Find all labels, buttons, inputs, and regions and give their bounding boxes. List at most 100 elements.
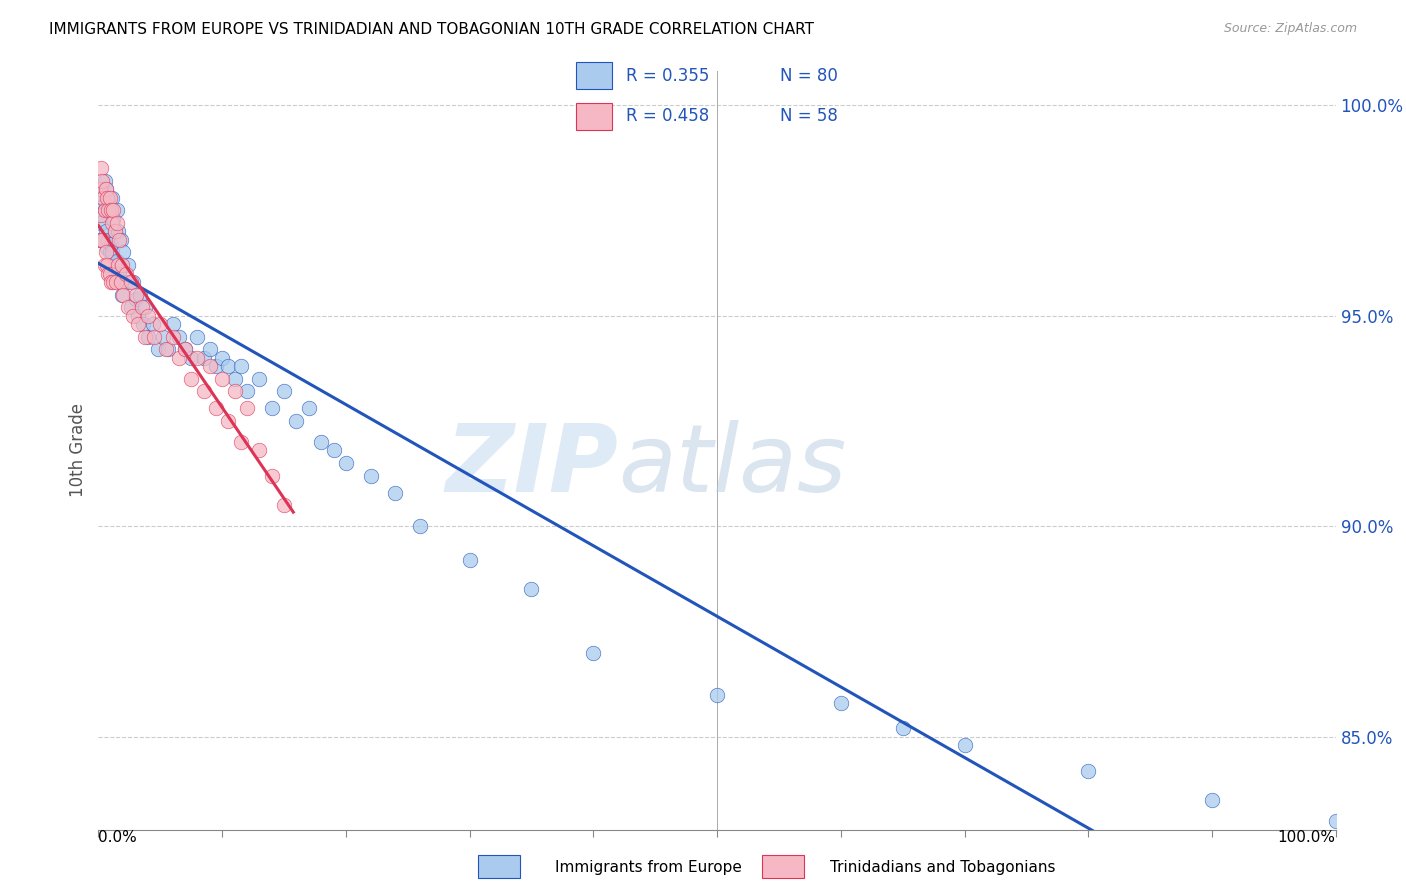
- Point: [131, 300, 153, 314]
- Point: [114, 267, 136, 281]
- Point: [97, 233, 120, 247]
- Point: [520, 582, 543, 597]
- Point: [120, 275, 142, 289]
- Point: [193, 384, 215, 399]
- Point: [93, 191, 115, 205]
- Point: [335, 456, 357, 470]
- Point: [186, 351, 208, 365]
- Point: [582, 646, 605, 660]
- Point: [103, 267, 125, 281]
- Point: [156, 343, 179, 357]
- Text: R = 0.458: R = 0.458: [626, 107, 709, 125]
- Text: ZIP: ZIP: [446, 419, 619, 512]
- Point: [114, 275, 136, 289]
- Point: [96, 191, 118, 205]
- Point: [891, 722, 914, 736]
- Point: [101, 191, 124, 205]
- Point: [152, 330, 174, 344]
- Point: [90, 182, 112, 196]
- Point: [90, 216, 112, 230]
- Point: [180, 372, 202, 386]
- Point: [180, 351, 202, 365]
- Point: [273, 498, 295, 512]
- Bar: [576, 62, 612, 89]
- Point: [108, 267, 131, 281]
- Point: [132, 317, 155, 331]
- Point: [98, 203, 121, 218]
- Point: [97, 267, 120, 281]
- Y-axis label: 10th Grade: 10th Grade: [69, 403, 87, 498]
- Point: [103, 203, 125, 218]
- Point: [91, 191, 114, 205]
- Point: [100, 237, 122, 252]
- Point: [103, 275, 125, 289]
- Point: [174, 343, 197, 357]
- Text: 100.0%: 100.0%: [1278, 830, 1336, 845]
- Point: [229, 435, 252, 450]
- Point: [211, 372, 233, 386]
- Point: [217, 414, 239, 428]
- Point: [236, 384, 259, 399]
- Point: [100, 203, 122, 218]
- Point: [146, 343, 169, 357]
- Text: IMMIGRANTS FROM EUROPE VS TRINIDADIAN AND TOBAGONIAN 10TH GRADE CORRELATION CHAR: IMMIGRANTS FROM EUROPE VS TRINIDADIAN AN…: [49, 22, 814, 37]
- Point: [100, 203, 122, 218]
- Point: [205, 359, 228, 374]
- Point: [96, 241, 118, 255]
- Point: [127, 309, 149, 323]
- Point: [167, 330, 190, 344]
- Point: [105, 216, 128, 230]
- Point: [122, 275, 145, 289]
- Point: [149, 317, 172, 331]
- Point: [104, 267, 127, 281]
- Point: [409, 519, 432, 533]
- Point: [117, 258, 139, 272]
- Point: [91, 233, 114, 247]
- Point: [98, 191, 121, 205]
- Point: [90, 161, 112, 176]
- Point: [285, 414, 308, 428]
- Point: [124, 292, 146, 306]
- Point: [1077, 764, 1099, 778]
- Point: [94, 224, 117, 238]
- Point: [93, 199, 115, 213]
- Point: [103, 211, 125, 226]
- Point: [111, 258, 134, 272]
- Point: [112, 245, 135, 260]
- Point: [101, 216, 124, 230]
- Point: [90, 208, 112, 222]
- Point: [298, 401, 321, 416]
- Point: [127, 317, 149, 331]
- Point: [100, 275, 122, 289]
- Point: [94, 245, 117, 260]
- Point: [89, 208, 111, 222]
- Point: [186, 330, 208, 344]
- Point: [236, 401, 259, 416]
- Text: atlas: atlas: [619, 420, 846, 511]
- Point: [229, 359, 252, 374]
- Point: [162, 330, 184, 344]
- Point: [105, 253, 128, 268]
- Point: [142, 317, 165, 331]
- Point: [103, 224, 125, 238]
- Point: [162, 317, 184, 331]
- Point: [94, 182, 117, 196]
- Point: [198, 359, 221, 374]
- Point: [247, 443, 270, 458]
- Point: [93, 258, 115, 272]
- Point: [97, 191, 120, 205]
- Point: [167, 351, 190, 365]
- Point: [143, 330, 166, 344]
- Point: [309, 435, 332, 450]
- Point: [89, 233, 111, 247]
- Point: [93, 203, 115, 218]
- Point: [953, 739, 976, 753]
- Point: [122, 309, 145, 323]
- Point: [458, 553, 481, 567]
- Point: [129, 287, 152, 301]
- Point: [205, 401, 228, 416]
- Point: [260, 401, 283, 416]
- Point: [103, 224, 125, 238]
- Point: [107, 258, 129, 272]
- Point: [120, 300, 142, 314]
